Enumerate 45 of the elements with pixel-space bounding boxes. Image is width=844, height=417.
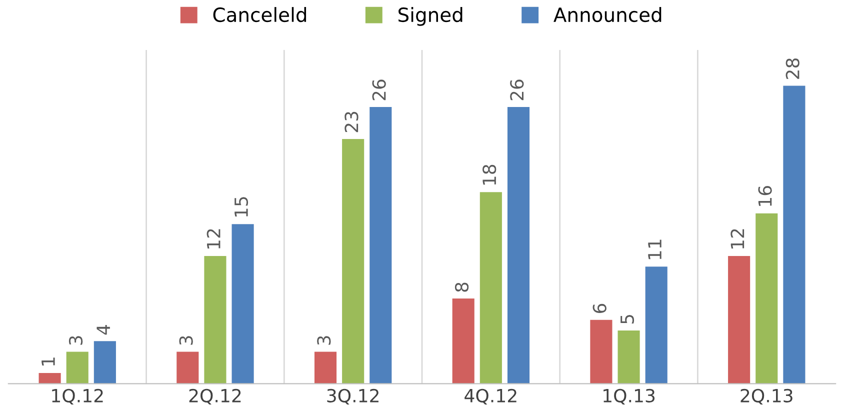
bar: [314, 352, 337, 384]
bar: [783, 86, 806, 384]
bar: [590, 320, 612, 384]
bar: [618, 330, 640, 384]
data-label: 1: [42, 358, 55, 366]
bar: [342, 138, 364, 384]
data-label: 3: [317, 336, 331, 345]
x-tick-label: 3Q.12: [327, 388, 378, 405]
data-label: 18: [482, 164, 496, 185]
legend-label: Announced: [554, 7, 662, 22]
bar: [232, 224, 254, 384]
data-label: 23: [344, 112, 358, 132]
bar: [645, 266, 668, 384]
data-label: 15: [234, 197, 248, 217]
bar: [38, 373, 61, 384]
bar: [507, 107, 530, 384]
bar: [94, 341, 116, 384]
bar: [480, 192, 502, 384]
data-label: 11: [648, 240, 662, 260]
x-tick-label: 1Q.12: [52, 388, 103, 405]
data-label: 3: [68, 336, 83, 345]
data-label: 3: [179, 336, 193, 345]
legend-label: Signed: [398, 7, 462, 26]
bar: [728, 256, 750, 384]
bar: [204, 256, 226, 384]
x-tick-label: 4Q.12: [464, 388, 516, 405]
x-tick-label: 2Q.12: [189, 388, 241, 405]
data-label: 8: [454, 282, 469, 292]
x-tick-label: 2Q.13: [740, 388, 792, 405]
data-label: 26: [510, 80, 524, 100]
legend-label: Canceleld: [213, 7, 306, 22]
data-label: 6: [592, 304, 606, 313]
data-label: 26: [372, 80, 386, 100]
data-label: 4: [96, 325, 110, 335]
data-label: 16: [758, 186, 772, 206]
bar: [452, 298, 474, 384]
data-label: 28: [786, 58, 800, 79]
bar: [756, 213, 778, 384]
data-label: 12: [206, 229, 220, 248]
data-label: 12: [730, 229, 744, 248]
data-label: 5: [620, 314, 634, 324]
bar: [370, 107, 392, 384]
bar: [66, 352, 88, 384]
x-tick-label: 1Q.13: [604, 388, 655, 405]
bar: [176, 352, 199, 384]
